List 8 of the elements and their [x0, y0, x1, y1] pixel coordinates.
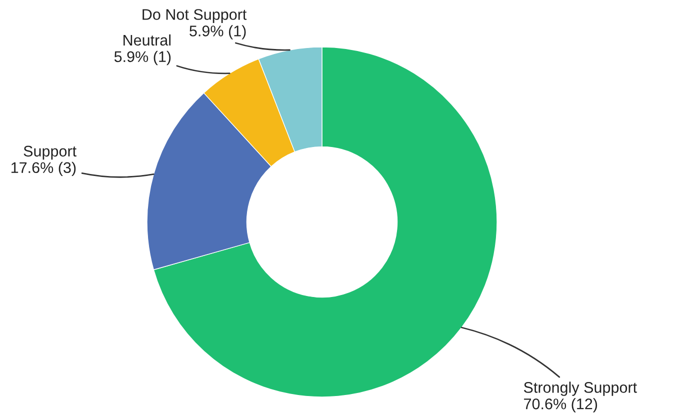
slice-label: Do Not Support	[142, 9, 247, 23]
data-label: 17.6% (3)	[11, 162, 76, 176]
slice-label: Support	[24, 146, 76, 160]
slice-label: Strongly Support	[524, 382, 637, 396]
data-label: 5.9% (1)	[114, 50, 171, 66]
data-label: 70.6% (12)	[524, 398, 598, 412]
data-label: 5.9% (1)	[190, 25, 246, 40]
slice-label: Neutral	[124, 34, 171, 46]
